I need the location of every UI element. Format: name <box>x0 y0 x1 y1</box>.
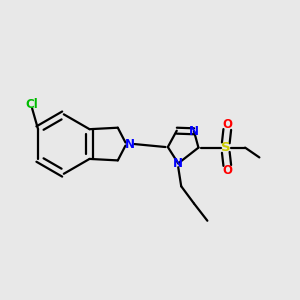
Text: S: S <box>221 141 231 154</box>
Text: N: N <box>189 125 199 138</box>
Text: N: N <box>125 138 135 151</box>
Text: N: N <box>173 157 183 170</box>
Text: O: O <box>222 118 232 130</box>
Text: O: O <box>222 164 232 177</box>
Text: Cl: Cl <box>26 98 38 111</box>
